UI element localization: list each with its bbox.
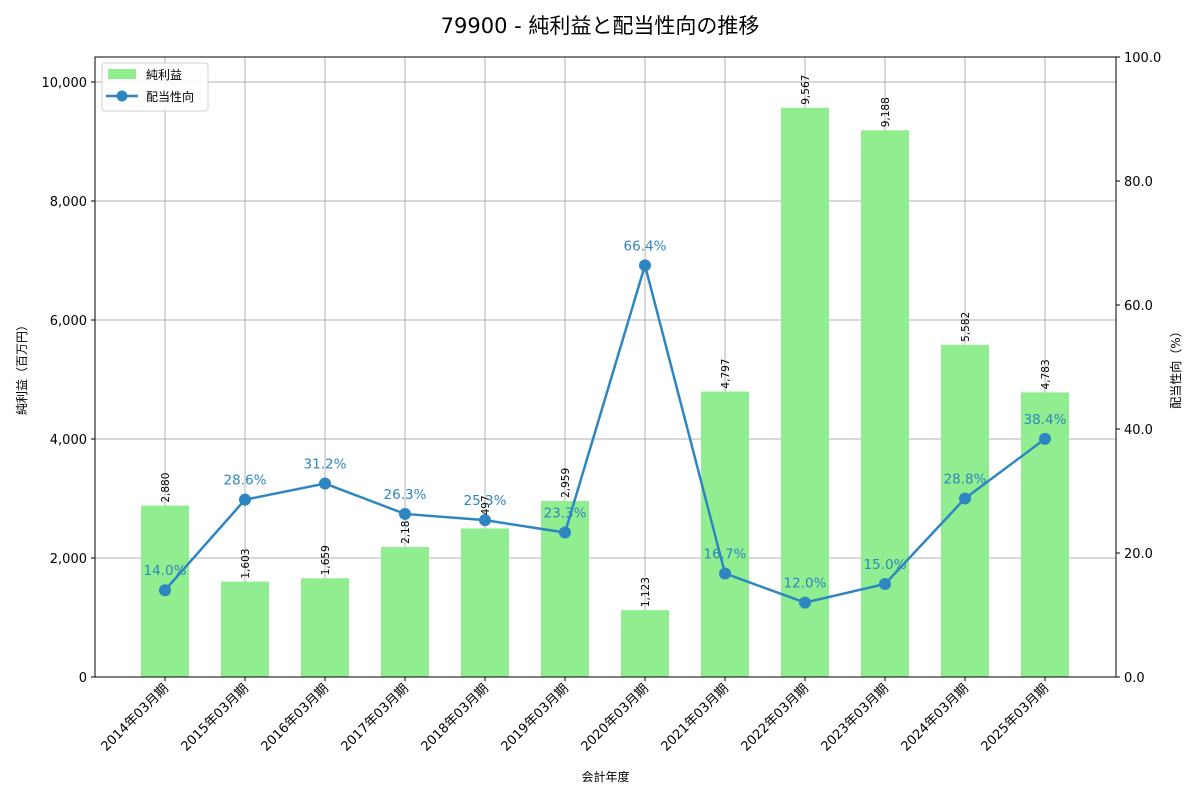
x-tick-label: 2014年03月期 (99, 681, 172, 754)
payout-ratio-label: 28.8% (944, 471, 987, 487)
payout-ratio-label: 15.0% (864, 557, 907, 573)
payout-ratio-marker (399, 507, 411, 520)
payout-ratio-label: 38.4% (1024, 412, 1067, 428)
x-tick-label: 2023年03月期 (819, 681, 892, 754)
payout-ratio-marker (239, 493, 251, 506)
bar-value-label: 9,188 (880, 97, 892, 127)
x-tick-label: 2018年03月期 (419, 681, 492, 754)
plot-frame (94, 56, 1117, 678)
payout-ratio-label: 14.0% (144, 563, 187, 579)
right-tick-label: 40.0 (1124, 423, 1153, 438)
payout-ratio-marker (1039, 432, 1051, 445)
bar-value-label: 9,567 (800, 75, 812, 105)
payout-ratio-marker (879, 578, 891, 590)
x-tick-label: 2019年03月期 (499, 681, 572, 754)
legend-label-payout-ratio: 配当性向 (146, 89, 194, 104)
bar-value-label: 2,959 (560, 468, 572, 498)
payout-ratio-marker (479, 514, 491, 527)
x-axis-title: 会計年度 (581, 769, 629, 784)
x-tick-label: 2017年03月期 (339, 681, 412, 754)
right-tick-label: 0.0 (1124, 671, 1145, 686)
payout-ratio-label: 25.3% (464, 493, 507, 509)
x-tick-label: 2025年03月期 (979, 681, 1052, 754)
right-tick-label: 80.0 (1124, 175, 1153, 190)
x-tick-label: 2022年03月期 (739, 681, 812, 754)
x-tick-label: 2024年03月期 (899, 681, 972, 754)
payout-ratio-label: 28.6% (224, 473, 267, 489)
legend-label-net-income: 純利益 (146, 68, 182, 82)
right-tick-label: 20.0 (1124, 547, 1153, 562)
x-tick-label: 2016年03月期 (259, 681, 332, 754)
right-tick-label: 100.0 (1124, 51, 1161, 66)
bar-value-label: 4,797 (720, 359, 732, 389)
payout-ratio-marker (639, 259, 651, 272)
payout-ratio-label: 31.2% (304, 457, 347, 473)
payout-ratio-marker (799, 596, 811, 609)
bar-value-label: 2,18 (400, 521, 412, 544)
left-tick-label: 6,000 (50, 314, 87, 329)
payout-ratio-label: 12.0% (784, 576, 827, 592)
payout-ratio-marker (719, 567, 731, 580)
payout-ratio-marker (159, 584, 171, 597)
payout-ratio-label: 16.7% (704, 546, 747, 562)
bar-net-income (701, 391, 749, 677)
payout-ratio-label: 66.4% (624, 238, 667, 254)
bar-net-income (941, 344, 989, 677)
bar-value-label: 5,582 (960, 312, 972, 342)
bar-net-income (301, 578, 349, 677)
x-tick-label: 2015年03月期 (179, 681, 252, 754)
left-tick-label: 2,000 (50, 552, 87, 567)
left-tick-label: 0 (79, 671, 87, 686)
bar-net-income (861, 130, 909, 677)
bar-value-label: 1,603 (240, 549, 252, 579)
left-tick-label: 8,000 (50, 195, 87, 210)
x-tick-label: 2020年03月期 (579, 681, 652, 754)
left-tick-label: 10,000 (42, 76, 88, 91)
left-axis-title: 純利益（百万円） (15, 319, 29, 415)
bar-net-income (781, 107, 829, 677)
bar-net-income (221, 581, 269, 677)
bar-value-label: 4,783 (1040, 359, 1052, 389)
bar-value-label: 1,659 (320, 545, 332, 575)
payout-ratio-marker (959, 492, 971, 505)
payout-ratio-line (164, 260, 1046, 604)
chart-title: 79900 - 純利益と配当性向の推移 (440, 14, 760, 38)
payout-ratio-label: 23.3% (544, 506, 587, 522)
right-axis-title: 配当性向（%） (1168, 325, 1183, 408)
bar-net-income (381, 546, 429, 677)
bar-value-label: 2,880 (160, 473, 172, 503)
payout-ratio-marker (559, 526, 571, 539)
payout-ratio-marker (319, 477, 331, 490)
bar-net-income (621, 610, 669, 677)
x-tick-label: 2021年03月期 (659, 681, 732, 754)
legend-marker-icon (116, 90, 128, 102)
payout-ratio-label: 26.3% (384, 487, 427, 503)
right-tick-label: 60.0 (1124, 299, 1153, 314)
bar-net-income (461, 528, 509, 677)
bar-value-label: 1,123 (640, 577, 652, 607)
left-tick-label: 4,000 (50, 433, 87, 448)
legend-bar-swatch-icon (108, 69, 136, 79)
